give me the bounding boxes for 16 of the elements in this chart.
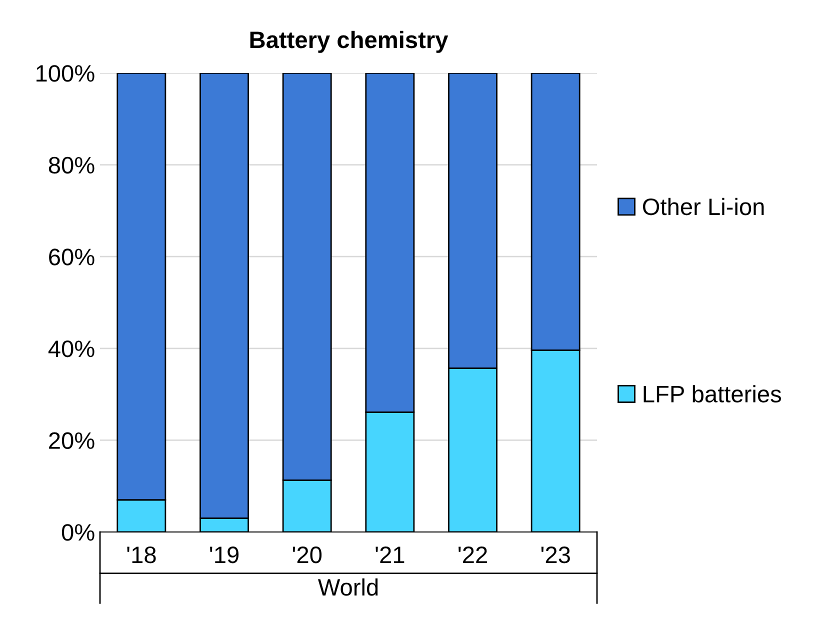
y-tick-label: 0%	[62, 524, 94, 541]
y-tick-label: 100%	[36, 65, 94, 82]
x-tick-label: '23	[541, 546, 570, 564]
y-tick-label: 80%	[48, 156, 94, 174]
y-tick-label: 20%	[49, 432, 94, 449]
chart-title: Battery chemistry	[250, 30, 448, 53]
legend-label: LFP batteries	[644, 385, 782, 402]
y-tick-label: 40%	[48, 340, 94, 358]
x-tick-label: '18	[127, 546, 156, 564]
x-tick-label: '21	[376, 546, 404, 563]
x-tick-label: '20	[292, 546, 322, 564]
text: World	[318, 578, 378, 596]
legend-label: Other Li-ion	[642, 198, 764, 216]
x-tick-label: '22	[458, 546, 487, 563]
y-tick-label: 60%	[49, 248, 94, 266]
x-tick-label: '19	[210, 546, 239, 564]
